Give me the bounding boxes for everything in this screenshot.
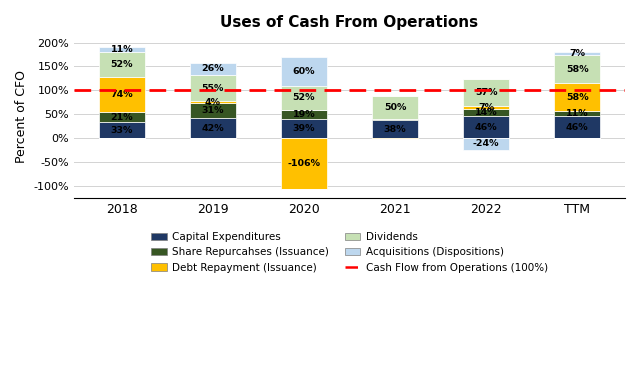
Text: 26%: 26%: [202, 64, 224, 73]
Bar: [372, 138, 418, 139]
Bar: [99, 112, 145, 122]
Y-axis label: Percent of CFO: Percent of CFO: [15, 70, 28, 163]
Text: 11%: 11%: [566, 109, 589, 118]
Bar: [463, 116, 509, 138]
Text: 52%: 52%: [292, 93, 316, 103]
Bar: [554, 111, 600, 116]
Bar: [281, 57, 327, 86]
Bar: [281, 86, 327, 111]
Text: 21%: 21%: [111, 113, 133, 122]
Bar: [554, 55, 600, 83]
Text: 19%: 19%: [292, 111, 316, 119]
Bar: [99, 122, 145, 138]
Text: 50%: 50%: [384, 103, 406, 112]
Bar: [99, 77, 145, 112]
Bar: [190, 103, 236, 118]
Bar: [554, 116, 600, 138]
Text: 33%: 33%: [111, 126, 133, 135]
Title: Uses of Cash From Operations: Uses of Cash From Operations: [220, 15, 479, 30]
Bar: [99, 47, 145, 52]
Bar: [190, 63, 236, 75]
Text: 74%: 74%: [111, 90, 133, 99]
Text: 46%: 46%: [475, 123, 497, 131]
Bar: [281, 119, 327, 138]
Legend: Capital Expenditures, Share Repurcahses (Issuance), Debt Repayment (Issuance), D: Capital Expenditures, Share Repurcahses …: [148, 229, 551, 276]
Text: 39%: 39%: [292, 124, 316, 133]
Text: 38%: 38%: [384, 125, 406, 133]
Text: 42%: 42%: [202, 124, 224, 133]
Text: -106%: -106%: [287, 159, 321, 168]
Bar: [463, 79, 509, 106]
Text: 46%: 46%: [566, 123, 589, 131]
Text: 60%: 60%: [292, 67, 316, 76]
Bar: [372, 120, 418, 138]
Bar: [372, 119, 418, 120]
Text: 11%: 11%: [111, 45, 133, 54]
Text: 14%: 14%: [475, 108, 497, 117]
Bar: [554, 52, 600, 55]
Bar: [463, 109, 509, 116]
Bar: [463, 138, 509, 150]
Text: 57%: 57%: [475, 88, 497, 97]
Bar: [463, 106, 509, 109]
Bar: [554, 83, 600, 111]
Bar: [190, 75, 236, 101]
Bar: [281, 111, 327, 119]
Text: 58%: 58%: [566, 92, 589, 101]
Text: 7%: 7%: [569, 49, 585, 58]
Text: 52%: 52%: [111, 60, 133, 69]
Text: 4%: 4%: [205, 98, 221, 107]
Bar: [372, 96, 418, 119]
Text: 58%: 58%: [566, 65, 589, 74]
Text: -24%: -24%: [473, 139, 499, 148]
Bar: [99, 52, 145, 77]
Text: 7%: 7%: [478, 103, 494, 112]
Bar: [281, 138, 327, 189]
Bar: [190, 101, 236, 103]
Bar: [190, 118, 236, 138]
Text: 55%: 55%: [202, 84, 224, 93]
Text: 31%: 31%: [202, 106, 224, 115]
